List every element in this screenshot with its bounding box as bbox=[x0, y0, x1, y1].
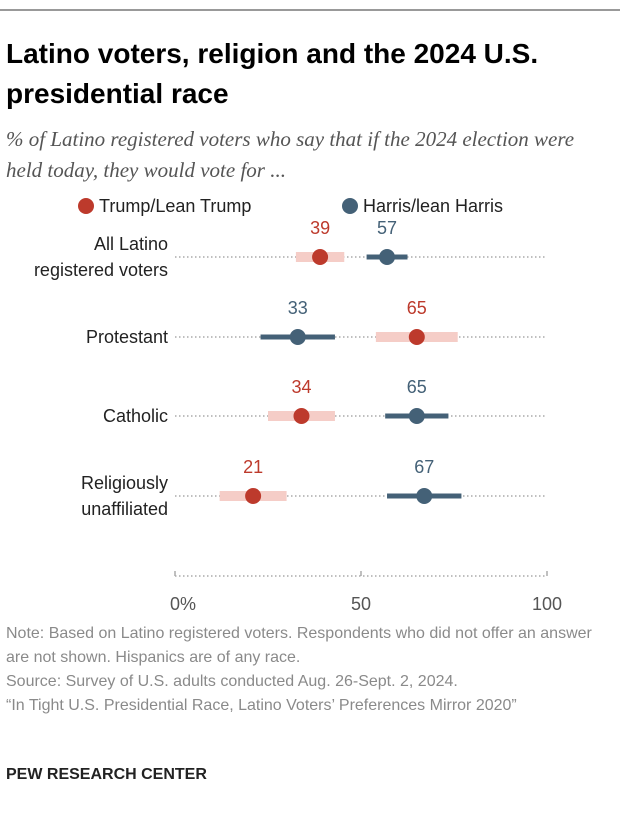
value-label: 39 bbox=[310, 218, 330, 238]
value-label: 67 bbox=[414, 457, 434, 477]
value-label: 65 bbox=[407, 298, 427, 318]
dot bbox=[312, 249, 329, 265]
dot bbox=[289, 329, 306, 345]
publisher: PEW RESEARCH CENTER bbox=[6, 766, 207, 783]
chart-title: Latino voters, religion and the 2024 U.S… bbox=[6, 38, 539, 109]
dot bbox=[379, 249, 396, 265]
note: Note: Based on Latino registered voters.… bbox=[6, 625, 592, 666]
category-label: Religiously unaffiliated bbox=[80, 473, 168, 519]
x-tick-label: 100 bbox=[532, 594, 562, 614]
dot bbox=[245, 488, 262, 504]
note: Source: Survey of U.S. adults conducted … bbox=[6, 673, 458, 690]
category-label: Catholic bbox=[102, 406, 168, 426]
legend-label: Trump/Lean Trump bbox=[99, 196, 251, 216]
dot bbox=[408, 329, 425, 345]
legend-label: Harris/lean Harris bbox=[363, 196, 503, 216]
legend-swatch bbox=[78, 198, 94, 214]
note: “In Tight U.S. Presidential Race, Latino… bbox=[6, 697, 517, 714]
value-label: 21 bbox=[243, 457, 263, 477]
dot bbox=[293, 408, 310, 424]
x-tick-label: 50 bbox=[351, 594, 371, 614]
value-label: 34 bbox=[291, 377, 311, 397]
x-tick-label: 0% bbox=[170, 594, 196, 614]
value-label: 33 bbox=[288, 298, 308, 318]
dot bbox=[408, 408, 425, 424]
category-label: Protestant bbox=[85, 327, 168, 347]
chart-subtitle: % of Latino registered voters who say th… bbox=[6, 127, 575, 182]
value-label: 65 bbox=[407, 377, 427, 397]
dot bbox=[416, 488, 433, 504]
category-label: All Latino registered voters bbox=[33, 234, 168, 280]
legend-swatch bbox=[342, 198, 358, 214]
value-label: 57 bbox=[377, 218, 397, 238]
